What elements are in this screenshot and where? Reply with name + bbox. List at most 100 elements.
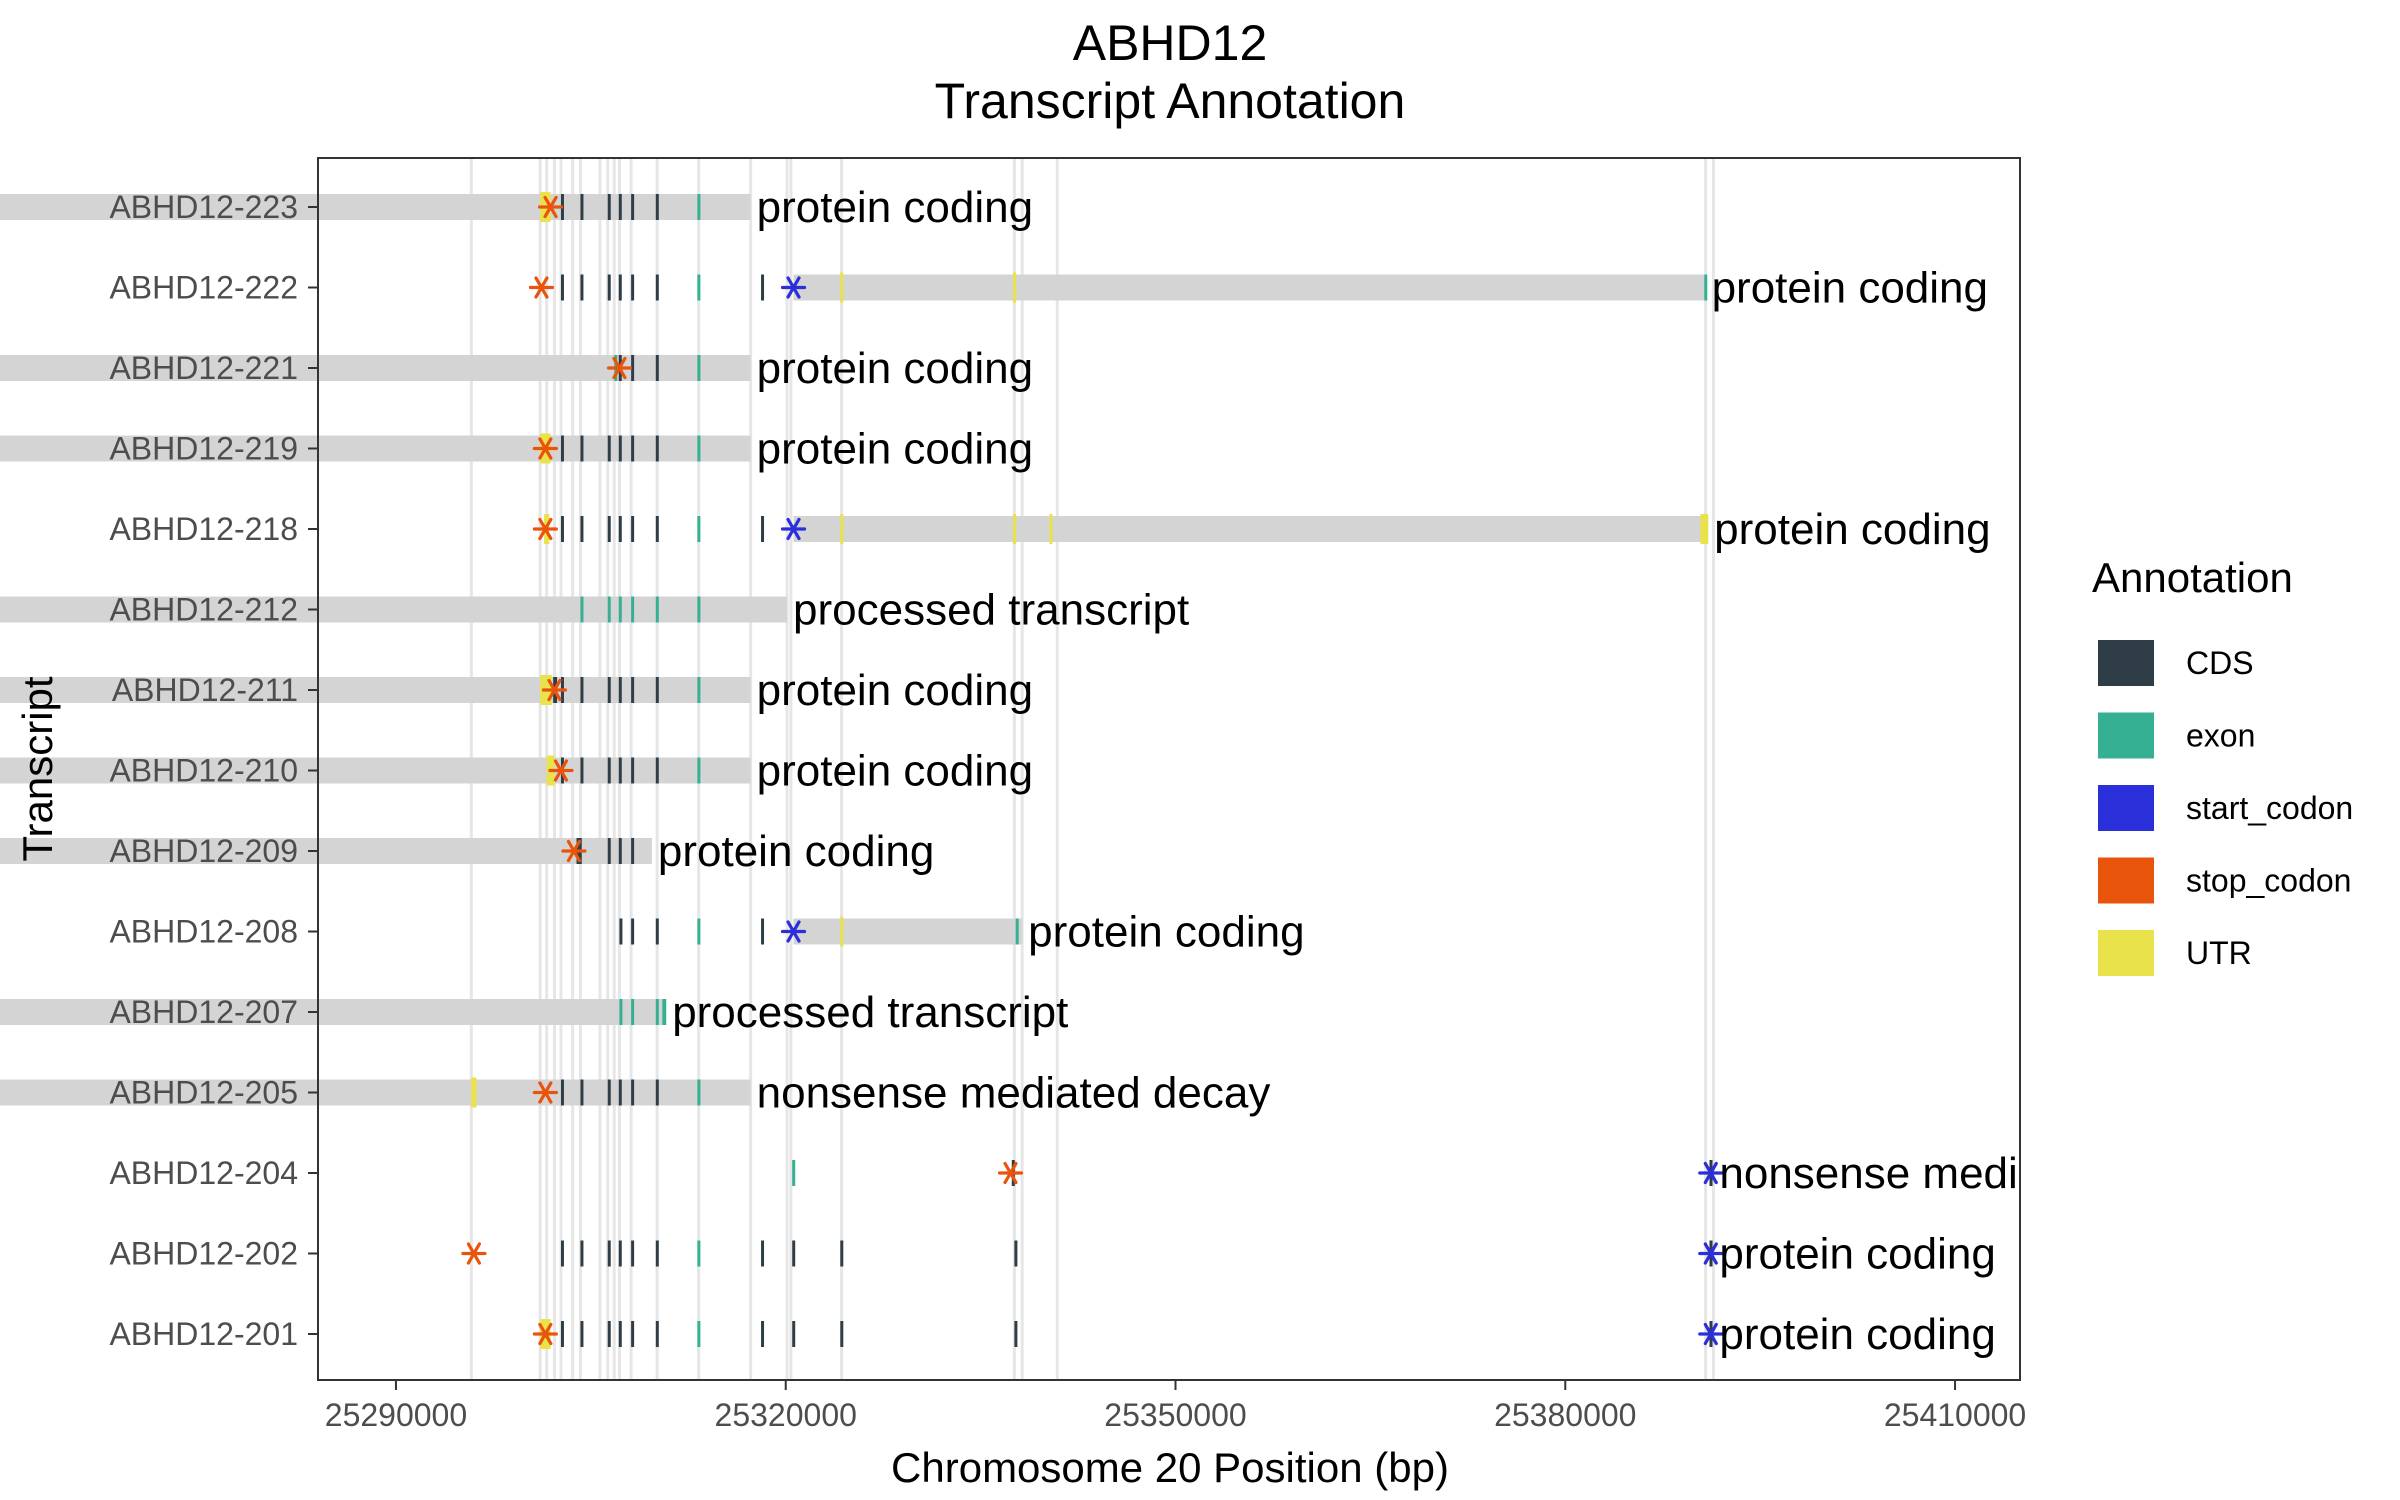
exon-segment — [697, 435, 701, 462]
stop-codon-marker — [997, 1161, 1024, 1185]
exon-segment — [631, 596, 635, 623]
start-codon-marker — [1698, 1242, 1724, 1265]
exon-segment — [1704, 274, 1708, 301]
exon-segment — [662, 999, 667, 1025]
y-tick-label: ABHD12-208 — [109, 914, 298, 950]
cds-segment — [618, 1079, 622, 1106]
cds-segment — [560, 274, 564, 301]
legend-label: exon — [2186, 718, 2255, 754]
y-tick-label: ABHD12-210 — [109, 753, 298, 789]
cds-segment — [560, 1321, 564, 1347]
cds-segment — [607, 516, 611, 542]
cds-segment — [631, 1321, 635, 1347]
exon-segment — [655, 999, 659, 1025]
cds-segment — [580, 274, 584, 301]
legend-label: CDS — [2186, 645, 2254, 681]
cds-segment — [655, 677, 659, 703]
exon-segment — [697, 1321, 701, 1347]
panel-border — [317, 157, 2021, 1381]
y-tick-label: ABHD12-202 — [109, 1236, 298, 1272]
utr-segment — [1700, 514, 1709, 544]
biotype-label: protein coding — [1719, 1230, 1995, 1279]
cds-segment — [631, 435, 635, 462]
cds-segment — [560, 1240, 564, 1267]
chart-title: ABHD12 — [1073, 15, 1268, 71]
legend-swatch — [2098, 785, 2154, 831]
cds-segment — [618, 274, 622, 301]
cds-segment — [618, 757, 622, 784]
cds-segment — [618, 1321, 622, 1347]
transcript-bar — [0, 999, 667, 1025]
cds-segment — [631, 516, 635, 542]
cds-segment — [619, 918, 623, 945]
exon-segment — [697, 596, 701, 623]
y-tick-label: ABHD12-209 — [109, 833, 298, 869]
transcript-bar — [0, 757, 751, 784]
cds-segment — [655, 194, 659, 220]
x-tick-label: 25320000 — [715, 1397, 857, 1433]
transcript-features — [461, 192, 1724, 1349]
exon-segment — [697, 355, 701, 381]
cds-segment — [618, 435, 622, 462]
transcript-bar — [0, 1079, 751, 1106]
transcript-bar — [0, 677, 751, 703]
legend-swatch — [2098, 712, 2154, 759]
transcript-bar — [0, 194, 751, 220]
cds-segment — [607, 435, 611, 462]
cds-segment — [580, 516, 584, 542]
stop-codon-marker — [537, 195, 564, 219]
cds-segment — [631, 918, 635, 945]
start-codon-marker — [780, 920, 807, 943]
legend-label: UTR — [2186, 935, 2252, 971]
y-tick-label: ABHD12-222 — [109, 270, 298, 306]
cds-segment — [840, 1321, 844, 1347]
cds-segment — [580, 435, 584, 462]
exon-segment — [697, 677, 701, 703]
utr-segment — [840, 514, 844, 544]
biotype-label: protein coding — [757, 425, 1033, 474]
utr-segment — [1013, 514, 1017, 544]
cds-segment — [607, 194, 611, 220]
cds-segment — [560, 1079, 564, 1106]
biotype-label: protein coding — [658, 827, 934, 876]
biotype-label: protein coding — [1028, 908, 1304, 957]
start-codon-marker — [780, 517, 807, 541]
stop-codon-marker — [532, 1081, 558, 1104]
transcript-bar — [793, 274, 1706, 301]
exon-segment — [697, 918, 701, 945]
biotype-label: nonsense mediated decay — [1719, 1149, 2233, 1198]
cds-segment — [655, 757, 659, 784]
legend-label: start_codon — [2186, 790, 2353, 826]
transcript-bar — [0, 435, 751, 462]
utr-segment — [840, 272, 844, 303]
utr-segment — [471, 1077, 477, 1108]
legend: Annotation CDS exon start_codon stop_codon U… — [2092, 554, 2353, 976]
biotype-label: processed transcript — [793, 586, 1189, 635]
y-tick-label: ABHD12-212 — [109, 592, 298, 628]
cds-segment — [655, 435, 659, 462]
biotype-label: protein coding — [1719, 1310, 1995, 1359]
legend-label: stop_codon — [2186, 863, 2351, 899]
cds-segment — [655, 1240, 659, 1267]
exon-segment — [697, 757, 701, 784]
cds-segment — [792, 1240, 796, 1267]
cds-segment — [607, 1079, 611, 1106]
y-tick-label: ABHD12-219 — [109, 431, 298, 467]
y-axis-title: Transcript — [14, 676, 61, 861]
cds-segment — [655, 355, 659, 381]
cds-segment — [618, 1240, 622, 1267]
cds-segment — [580, 1240, 584, 1267]
cds-segment — [607, 757, 611, 784]
stop-codon-marker — [532, 517, 558, 541]
exon-segment — [619, 999, 623, 1025]
biotype-label: protein coding — [757, 183, 1033, 232]
stop-codon-marker — [606, 356, 633, 380]
cds-segment — [580, 194, 584, 220]
y-tick-label: ABHD12-218 — [109, 511, 298, 547]
cds-segment — [761, 516, 765, 542]
y-tick-label: ABHD12-207 — [109, 994, 298, 1030]
biotype-label: protein coding — [757, 666, 1033, 715]
cds-segment — [631, 274, 635, 301]
y-axis: ABHD12-223 ABHD12-222 ABHD12-221 ABHD12-219… — [109, 189, 318, 1352]
cds-segment — [580, 1321, 584, 1347]
